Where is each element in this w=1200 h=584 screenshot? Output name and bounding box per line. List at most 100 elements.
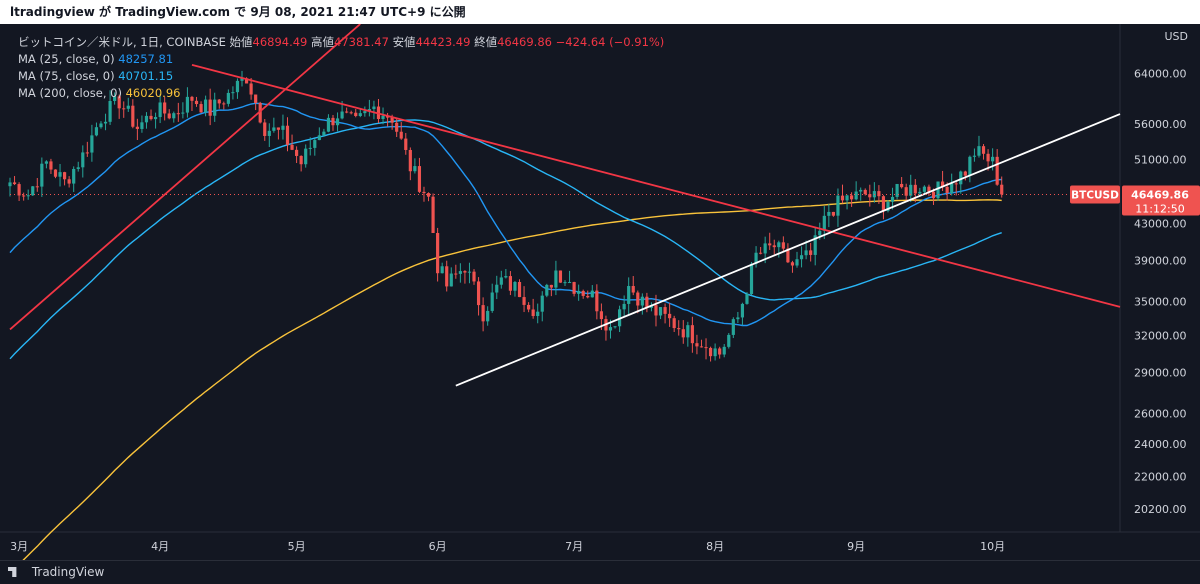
candle-body <box>513 281 517 291</box>
candle-body <box>731 319 735 335</box>
candle-body <box>986 153 990 162</box>
candle-body <box>290 144 294 150</box>
candle-body <box>495 284 499 293</box>
high-value: 47381.47 <box>334 35 389 49</box>
candle-body <box>900 183 904 188</box>
candle-body <box>654 305 658 316</box>
candle-body <box>17 184 21 196</box>
candle-body <box>49 161 53 170</box>
ma200-value: 46020.96 <box>125 86 181 100</box>
candle-body <box>263 122 267 136</box>
candle-body <box>149 115 153 120</box>
candle-body <box>795 259 799 266</box>
candle-body <box>531 309 535 317</box>
candle-body <box>918 191 922 194</box>
candle-body <box>12 182 17 185</box>
candle-body <box>940 181 945 187</box>
candle-body <box>927 186 931 192</box>
ma75-line <box>9 119 1002 360</box>
candle-body <box>836 195 840 216</box>
candle-body <box>627 286 631 304</box>
candle-body <box>668 313 672 319</box>
price-tag-value: 46469.86 <box>1131 188 1189 201</box>
candle-body <box>663 307 667 314</box>
candle-body <box>22 195 26 197</box>
price-chart[interactable]: 20200.00 22000.00 24000.00 26000.00 29000.00… <box>0 24 1200 560</box>
candle-body <box>831 211 835 216</box>
candle-body <box>349 112 353 114</box>
candle-body <box>913 184 917 194</box>
candle-body <box>895 183 899 197</box>
candle-body <box>754 252 758 264</box>
candle-body <box>194 100 199 105</box>
red-support-trendline <box>9 24 361 331</box>
candle-body <box>822 215 826 231</box>
ma75-label: MA (75, close, 0) <box>18 69 115 83</box>
close-label: 終値 <box>474 35 498 49</box>
candle-body <box>335 118 340 126</box>
candle-body <box>295 149 299 156</box>
candle-body <box>595 290 599 312</box>
candle-body <box>977 146 981 156</box>
legend-ma25-row[interactable]: MA (25, close, 0) 48257.81 <box>18 51 664 68</box>
candle-body <box>172 113 176 119</box>
candle-body <box>840 195 845 201</box>
candle-body <box>599 311 603 320</box>
candle-body <box>113 96 117 101</box>
candle-body <box>117 96 121 109</box>
candle-body <box>272 127 276 131</box>
candle-body <box>545 284 549 296</box>
candle-body <box>640 296 644 306</box>
ma25-value: 48257.81 <box>118 52 174 66</box>
candle-body <box>345 111 349 113</box>
candle-body <box>563 282 567 284</box>
legend-ma75-row[interactable]: MA (75, close, 0) 40701.15 <box>18 68 664 85</box>
candle-body <box>267 130 271 136</box>
red-resistance-trendline <box>191 64 1121 308</box>
chart-area[interactable]: 20200.00 22000.00 24000.00 26000.00 29000.00… <box>0 24 1200 560</box>
legend-ma200-row[interactable]: MA (200, close, 0) 46020.96 <box>18 85 664 102</box>
candle-body <box>53 169 58 177</box>
candle-body <box>8 182 12 187</box>
candle-body <box>231 92 235 94</box>
candle-body <box>549 284 553 288</box>
candle-body <box>476 281 481 306</box>
candle-body <box>890 196 895 202</box>
candle-body <box>249 83 253 95</box>
candle-body <box>354 112 358 116</box>
candle-body <box>222 103 226 105</box>
publish-header: ltradingview が TradingView.com で 9月 08, … <box>0 0 1200 24</box>
candle-body <box>217 99 221 104</box>
candle-body <box>363 111 367 114</box>
candle-body <box>445 266 449 287</box>
candle-body <box>372 106 376 110</box>
candle-body <box>995 156 999 185</box>
candle-body <box>827 211 831 216</box>
currency-label[interactable]: USD <box>1164 30 1188 43</box>
candle-body <box>313 140 317 148</box>
candle-body <box>449 273 453 287</box>
candle-body <box>508 276 513 291</box>
candle-body <box>713 348 717 357</box>
candle-body <box>176 113 180 115</box>
candle-body <box>504 276 508 278</box>
candle-body <box>567 282 572 284</box>
candle-body <box>58 172 62 177</box>
candle-body <box>968 156 972 176</box>
ma25-label: MA (25, close, 0) <box>18 52 115 66</box>
candle-body <box>486 310 490 322</box>
candle-body <box>922 186 926 192</box>
x-tick-label: 7月 <box>565 540 583 553</box>
candle-body <box>759 252 763 254</box>
candle-body <box>390 117 394 123</box>
candle-body <box>440 266 444 274</box>
candle-body <box>331 117 335 126</box>
candle-body <box>527 304 531 310</box>
candle-body <box>736 317 740 320</box>
y-tick-label: 64000.00 <box>1134 68 1187 81</box>
y-tick-label: 51000.00 <box>1134 153 1187 166</box>
candle-body <box>645 296 649 308</box>
candle-body <box>413 166 417 172</box>
candle-body <box>522 297 526 305</box>
footer-bar: TradingView <box>0 560 1200 584</box>
